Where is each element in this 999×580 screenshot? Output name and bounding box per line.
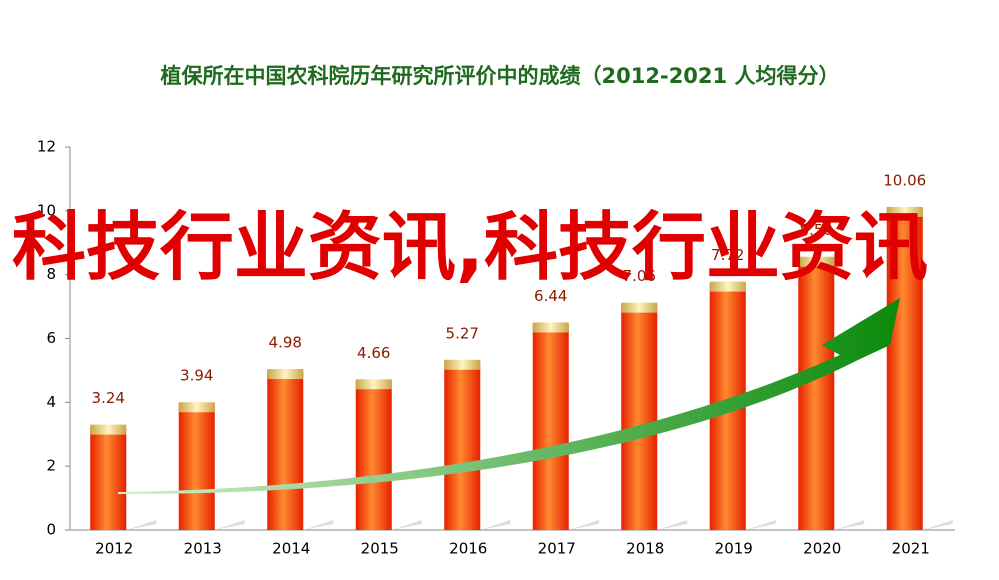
x-tick-label: 2017 — [538, 540, 576, 558]
watermark: 科技行业资讯,科技行业资讯 — [12, 205, 928, 291]
value-label: 10.06 — [883, 171, 926, 189]
bar — [444, 361, 481, 530]
x-tick-label: 2015 — [361, 540, 399, 558]
value-label: 7.06 — [623, 267, 656, 285]
bar-shadow — [303, 520, 334, 530]
bar-shadow — [568, 520, 599, 530]
y-tick-label: 10 — [37, 201, 56, 219]
bar-cap — [90, 424, 127, 435]
bar-shadow — [834, 520, 865, 530]
bar-shadow — [480, 520, 511, 530]
bar-shadow — [126, 520, 157, 530]
bar-cap — [267, 369, 304, 380]
y-tick-label: 8 — [46, 265, 56, 283]
trend-arrow — [118, 298, 900, 495]
bar — [90, 426, 127, 530]
value-label: 3.94 — [180, 367, 213, 385]
plot: 0 2 4 6 8 10 12 2012 3.24 2013 3.94 2014 4.98 2015 4.6… — [37, 138, 953, 558]
bar-shadow — [391, 520, 422, 530]
x-tick-label: 2012 — [95, 540, 133, 558]
value-label: 3.24 — [92, 389, 125, 407]
y-tick-label: 4 — [46, 393, 56, 411]
x-tick-label: 2018 — [626, 540, 664, 558]
value-label: 4.66 — [357, 344, 390, 362]
value-label: 8.50 — [800, 221, 833, 239]
x-tick-label: 2020 — [803, 540, 841, 558]
bar-cap — [709, 281, 746, 292]
bar-cap — [444, 359, 481, 370]
bar — [621, 304, 658, 530]
value-label: 4.98 — [269, 334, 302, 352]
bar — [532, 324, 569, 530]
bar-cap — [355, 379, 392, 390]
y-tick-label: 0 — [46, 521, 56, 539]
bar-shadow — [922, 520, 953, 530]
x-tick-label: 2019 — [715, 540, 753, 558]
x-tick-label: 2013 — [184, 540, 222, 558]
bar-cap — [178, 402, 215, 413]
bar-shadow — [214, 520, 245, 530]
bar-cap — [532, 322, 569, 333]
y-tick-label: 6 — [46, 329, 56, 347]
chart-title: 植保所在中国农科院历年研究所评价中的成绩（2012-2021 人均得分） — [161, 64, 840, 88]
y-tick-label: 2 — [46, 457, 56, 475]
x-tick-label: 2021 — [892, 540, 930, 558]
bar — [886, 208, 923, 530]
x-tick-label: 2014 — [272, 540, 310, 558]
value-label: 6.44 — [534, 287, 567, 305]
bar — [798, 258, 835, 530]
bar — [178, 404, 215, 530]
x-tick-label: 2016 — [449, 540, 487, 558]
y-tick-label: 12 — [37, 138, 56, 156]
bar — [355, 381, 392, 530]
bar-cap — [886, 206, 923, 217]
value-label: 7.72 — [711, 246, 744, 264]
bar-cap — [621, 302, 658, 313]
bar-cap — [798, 256, 835, 267]
bar-shadow — [657, 520, 688, 530]
bar — [267, 371, 304, 530]
value-label: 5.27 — [446, 324, 479, 342]
bar-shadow — [745, 520, 776, 530]
